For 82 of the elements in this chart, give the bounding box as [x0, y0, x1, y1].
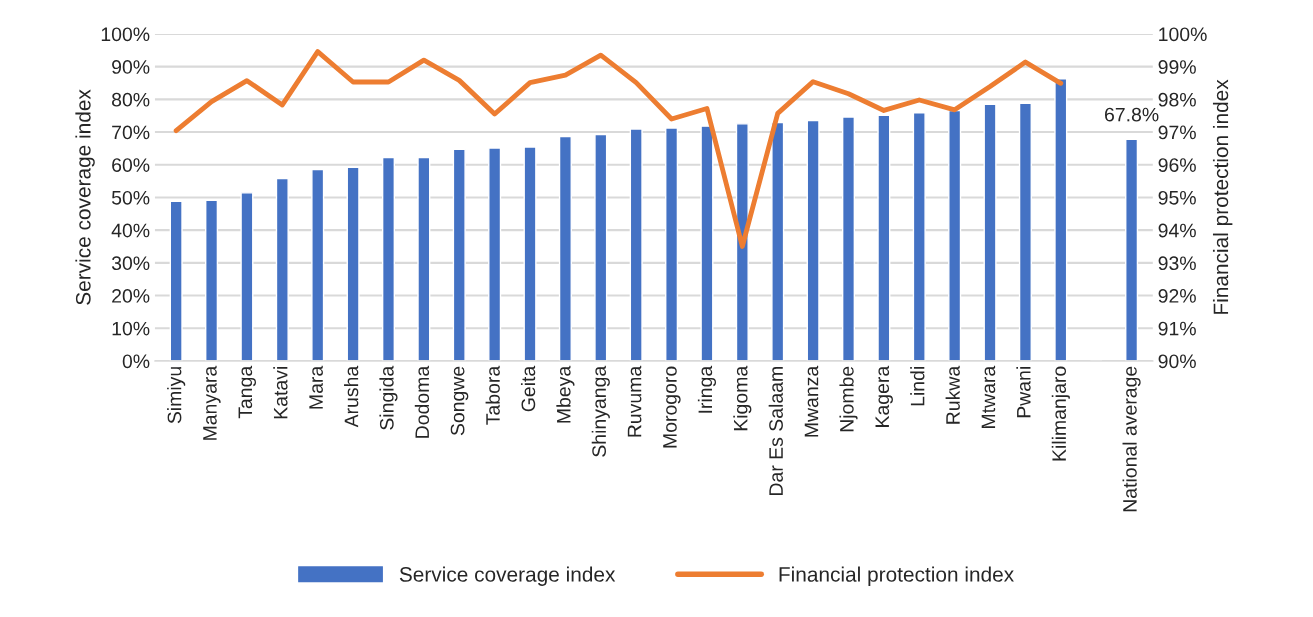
y2-axis-title: Financial protection index [1212, 79, 1233, 314]
y-axis-title: Service coverage index [75, 89, 95, 305]
bar [311, 168, 325, 361]
y2-tick-label: 91% [1158, 321, 1196, 336]
bar [452, 148, 466, 361]
x-tick-label: Mwanza [804, 365, 819, 437]
x-tick-label: Dar Es Salaam [768, 367, 783, 495]
x-tick-label: Kilimanjaro [1051, 366, 1070, 461]
bar [700, 125, 714, 361]
y-tick-label: 70% [112, 125, 150, 140]
bar [417, 156, 431, 361]
x-tick-label: Morogoro [663, 366, 681, 448]
bar [594, 133, 608, 361]
x-tick-label: Geita [520, 365, 536, 412]
x-tick-label: National average [1122, 366, 1141, 512]
legend-label: Service coverage index [399, 566, 616, 586]
y2-tick-label: 97% [1158, 125, 1196, 140]
x-tick-label: Songwe [450, 366, 469, 436]
x-tick-label: Manyara [203, 365, 221, 440]
y-tick-label: 100% [101, 27, 150, 42]
y-tick-label: 20% [112, 289, 150, 303]
x-tick-label: Dodoma [414, 365, 430, 438]
x-tick-label: Rukwa [945, 365, 960, 424]
x-tick-label: Singida [379, 365, 398, 430]
bar [381, 156, 396, 361]
y-tick-label: 50% [111, 190, 150, 205]
x-tick-label: Kagera [875, 365, 893, 427]
y2-tick-label: 93% [1158, 256, 1196, 271]
y2-tick-label: 96% [1158, 158, 1196, 172]
legend-label: Financial protection index [779, 566, 1014, 586]
x-tick-label: Iringa [697, 365, 717, 413]
x-tick-label: Arusha [344, 365, 359, 428]
x-tick-label: Simiyu [167, 367, 186, 424]
x-tick-label: Mara [309, 365, 323, 409]
bar [346, 166, 360, 361]
bar [169, 200, 183, 361]
x-tick-label: Lindi [910, 367, 925, 406]
bar [665, 127, 679, 361]
y-tick-label: 80% [112, 92, 150, 107]
bar [1125, 138, 1139, 361]
y2-tick-label: 90% [1158, 354, 1196, 369]
y2-tick-label: 95% [1158, 190, 1196, 205]
x-tick-label: Tabora [485, 365, 500, 425]
y2-tick-label: 94% [1158, 223, 1196, 238]
bar [240, 192, 254, 361]
y-tick-label: 90% [112, 60, 150, 74]
bar [1018, 102, 1032, 361]
x-tick-label: Shinyanga [591, 365, 610, 457]
y-tick-label: 30% [111, 256, 150, 271]
data-label: 67.8% [1105, 107, 1159, 122]
x-tick-label: Kigoma [733, 365, 752, 431]
bar [771, 121, 785, 361]
y-tick-label: 0% [122, 354, 150, 369]
bar [629, 128, 643, 361]
y-tick-label: 40% [111, 223, 150, 238]
bar [948, 109, 962, 361]
y-tick-label: 60% [112, 158, 150, 172]
bar [523, 146, 537, 361]
x-tick-label: Mtwara [981, 365, 996, 428]
bar [488, 147, 502, 361]
line-series [173, 49, 1064, 249]
y2-tick-label: 99% [1158, 60, 1196, 74]
bar [912, 112, 926, 361]
x-tick-label: Ruvuma [627, 365, 642, 437]
y2-tick-label: 100% [1159, 27, 1207, 42]
bar [275, 177, 289, 361]
bar [983, 103, 997, 361]
bar [841, 116, 856, 361]
bar [806, 119, 820, 361]
x-tick-label: Pwani [1016, 367, 1031, 418]
bar [735, 123, 749, 361]
bar [877, 114, 891, 361]
x-tick-label: Njombe [839, 366, 858, 432]
bar [558, 135, 572, 361]
y2-tick-label: 92% [1158, 289, 1196, 303]
x-tick-label: Mbeya [556, 365, 575, 423]
y2-tick-label: 98% [1158, 92, 1196, 107]
y-tick-label: 10% [112, 321, 150, 336]
bar [1054, 78, 1068, 361]
bar [205, 199, 219, 361]
x-tick-label: Tanga [238, 365, 256, 419]
x-tick-label: Katavi [273, 367, 288, 419]
